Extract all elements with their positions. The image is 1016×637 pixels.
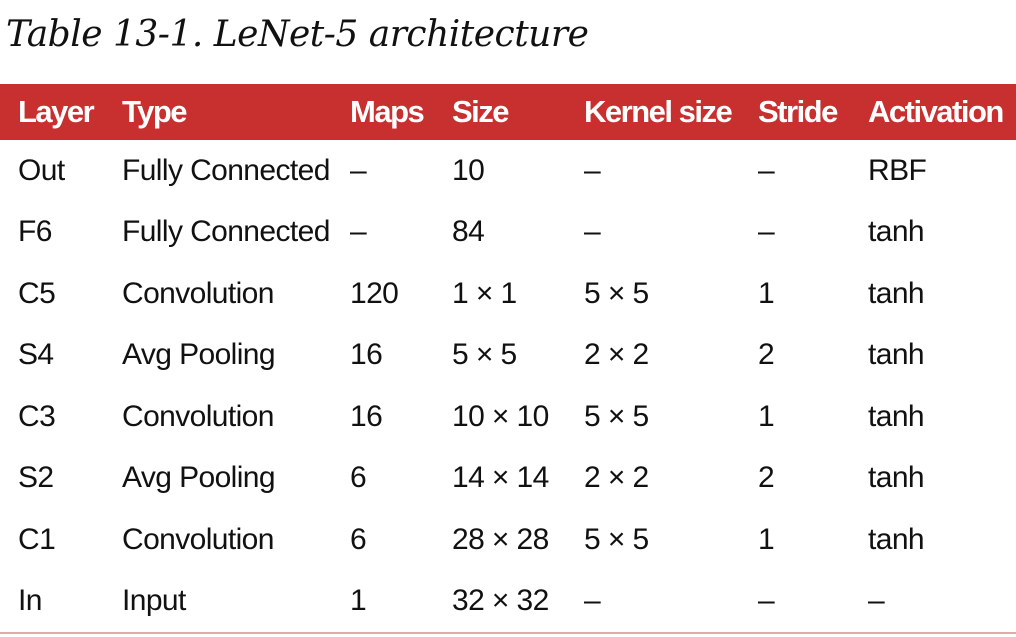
- table-row: Out Fully Connected – 10 – – RBF: [0, 140, 1016, 202]
- cell-maps: 16: [350, 338, 383, 372]
- cell-maps: –: [350, 215, 367, 249]
- cell-kernel-size: 2 × 2: [584, 338, 649, 372]
- cell-layer: S2: [18, 461, 54, 495]
- cell-stride: –: [758, 153, 775, 187]
- cell-type: Convolution: [122, 522, 274, 556]
- cell-kernel-size: 5 × 5: [584, 276, 649, 310]
- cell-maps: 1: [350, 584, 367, 618]
- cell-kernel-size: 5 × 5: [584, 522, 649, 556]
- cell-size: 28 × 28: [452, 522, 549, 556]
- cell-activation: tanh: [868, 522, 925, 556]
- header-layer: Layer: [18, 94, 95, 129]
- cell-activation: tanh: [868, 338, 925, 372]
- cell-size: 10 × 10: [452, 399, 549, 433]
- cell-type: Convolution: [122, 276, 274, 310]
- table-row: C5 Convolution 120 1 × 1 5 × 5 1 tanh: [0, 263, 1016, 325]
- cell-size: 32 × 32: [452, 584, 549, 618]
- cell-stride: –: [758, 215, 775, 249]
- cell-stride: –: [758, 584, 775, 618]
- cell-size: 84: [452, 215, 485, 249]
- cell-type: Convolution: [122, 399, 274, 433]
- cell-type: Avg Pooling: [122, 338, 276, 372]
- cell-activation: –: [868, 584, 885, 618]
- cell-type: Input: [122, 584, 186, 618]
- cell-type: Avg Pooling: [122, 461, 276, 495]
- table-bottom-rule: [0, 632, 1016, 634]
- cell-activation: tanh: [868, 461, 925, 495]
- cell-stride: 2: [758, 338, 775, 372]
- table-body: Out Fully Connected – 10 – – RBF F6 Full…: [0, 140, 1016, 632]
- header-activation: Activation: [868, 94, 1004, 129]
- table-row: C3 Convolution 16 10 × 10 5 × 5 1 tanh: [0, 386, 1016, 448]
- header-size: Size: [452, 94, 510, 129]
- cell-maps: 6: [350, 522, 367, 556]
- table-row: S4 Avg Pooling 16 5 × 5 2 × 2 2 tanh: [0, 325, 1016, 387]
- cell-layer: Out: [18, 153, 65, 187]
- table-row: C1 Convolution 6 28 × 28 5 × 5 1 tanh: [0, 509, 1016, 571]
- table-row: In Input 1 32 × 32 – – –: [0, 571, 1016, 633]
- cell-maps: –: [350, 153, 367, 187]
- cell-size: 14 × 14: [452, 461, 549, 495]
- cell-activation: RBF: [868, 153, 927, 187]
- cell-stride: 1: [758, 399, 775, 433]
- header-row: Layer Type Maps Size Kernel size Stride …: [0, 84, 1016, 140]
- lenet-architecture-table: Layer Type Maps Size Kernel size Stride …: [0, 84, 1016, 632]
- cell-maps: 16: [350, 399, 383, 433]
- header-maps: Maps: [350, 94, 425, 129]
- header-stride: Stride: [758, 94, 838, 129]
- cell-kernel-size: 2 × 2: [584, 461, 649, 495]
- cell-stride: 2: [758, 461, 775, 495]
- cell-stride: 1: [758, 522, 775, 556]
- cell-activation: tanh: [868, 399, 925, 433]
- cell-stride: 1: [758, 276, 775, 310]
- cell-size: 1 × 1: [452, 276, 517, 310]
- cell-layer: C5: [18, 276, 56, 310]
- header-kernel-size: Kernel size: [584, 94, 733, 129]
- cell-kernel-size: –: [584, 215, 601, 249]
- cell-kernel-size: –: [584, 153, 601, 187]
- cell-layer: C3: [18, 399, 56, 433]
- table-row: F6 Fully Connected – 84 – – tanh: [0, 202, 1016, 264]
- header-type: Type: [122, 94, 188, 129]
- table-caption: Table 13-1. LeNet-5 architecture: [6, 14, 589, 55]
- cell-kernel-size: 5 × 5: [584, 399, 649, 433]
- cell-layer: C1: [18, 522, 56, 556]
- table-header: Layer Type Maps Size Kernel size Stride …: [0, 84, 1016, 140]
- cell-size: 10: [452, 153, 485, 187]
- cell-maps: 6: [350, 461, 367, 495]
- cell-layer: F6: [18, 215, 52, 249]
- cell-layer: In: [18, 584, 42, 618]
- cell-size: 5 × 5: [452, 338, 517, 372]
- table-row: S2 Avg Pooling 6 14 × 14 2 × 2 2 tanh: [0, 448, 1016, 510]
- cell-layer: S4: [18, 338, 54, 372]
- cell-type: Fully Connected: [122, 215, 330, 249]
- cell-maps: 120: [350, 276, 399, 310]
- cell-activation: tanh: [868, 276, 925, 310]
- cell-type: Fully Connected: [122, 153, 330, 187]
- cell-kernel-size: –: [584, 584, 601, 618]
- cell-activation: tanh: [868, 215, 925, 249]
